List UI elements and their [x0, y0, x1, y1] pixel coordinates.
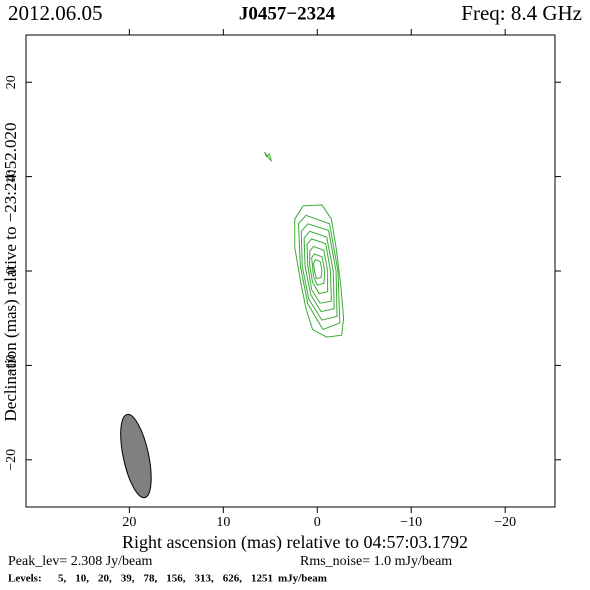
level-label: 78,: [144, 573, 158, 585]
x-tick-label: 0: [314, 515, 321, 530]
y-axis-label: Declination (mas) relative to −23:24:52.…: [1, 123, 20, 422]
level-label: 5,: [58, 573, 67, 585]
x-tick-label: 10: [216, 515, 230, 530]
level-label: 1251: [251, 573, 273, 585]
contour: [294, 204, 345, 338]
date: 2012.06.05: [8, 1, 103, 25]
frequency: Freq: 8.4 GHz: [461, 1, 582, 25]
level-label: 39,: [121, 573, 135, 585]
plot-frame: [25, 34, 556, 508]
level-label: 20,: [98, 573, 112, 585]
contour: [313, 259, 323, 280]
levels-unit: mJy/beam: [278, 573, 327, 585]
chart-title: J0457−2324: [239, 3, 336, 24]
level-label: 626,: [223, 573, 243, 585]
contour: [306, 238, 332, 304]
y-tick-label: 20: [4, 75, 19, 89]
peak-level: Peak_lev= 2.308 Jy/beam: [8, 554, 152, 569]
y-tick-label: −10: [4, 354, 19, 376]
contour: [300, 223, 338, 321]
contour: [309, 245, 329, 295]
x-axis-label: Right ascension (mas) relative to 04:57:…: [122, 532, 468, 553]
level-label: 313,: [195, 573, 215, 585]
contour: [303, 230, 335, 313]
y-tick-label: 0: [4, 268, 19, 275]
contour: [311, 253, 326, 286]
contour: [297, 214, 341, 331]
x-tick-label: −10: [400, 515, 422, 530]
contour: [264, 151, 273, 163]
y-tick-label: −20: [4, 449, 19, 471]
level-label: 156,: [166, 573, 186, 585]
x-tick-label: −20: [494, 515, 516, 530]
levels-title: Levels:: [8, 573, 42, 585]
beam: [120, 413, 152, 499]
x-tick-label: 20: [122, 515, 136, 530]
rms-noise: Rms_noise= 1.0 mJy/beam: [300, 554, 452, 569]
y-tick-label: 10: [4, 170, 19, 184]
level-label: 10,: [75, 573, 89, 585]
